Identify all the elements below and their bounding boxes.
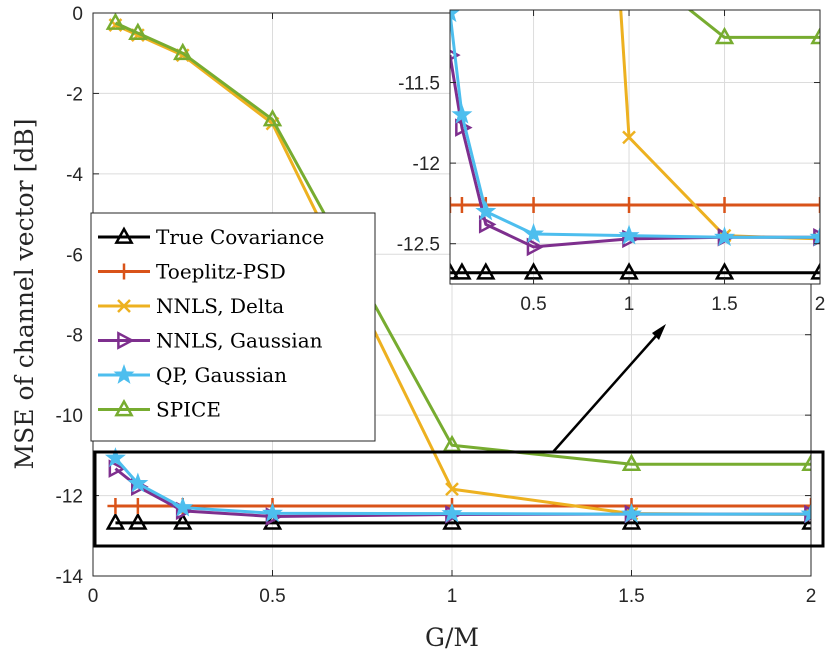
main-marker-4-6 [800, 503, 811, 523]
inset-clipped-series [450, 10, 820, 280]
main-marker-4-2 [172, 496, 194, 517]
main-marker-3-0 [108, 459, 127, 478]
main-ytick-label-7: -14 [56, 567, 84, 588]
y-axis-label: MSE of channel vector [dB] [10, 119, 39, 470]
main-marker-4-3 [262, 502, 283, 523]
inset-ytick-label-1: -12 [413, 154, 440, 175]
main-ytick-label-0: 0 [72, 4, 83, 25]
legend-box [90, 212, 376, 442]
main-ytick-label-1: -2 [66, 84, 83, 105]
zoom-region-box [93, 450, 825, 548]
main-marker-5-1 [128, 22, 148, 40]
inset-marker-1-6 [812, 197, 820, 214]
main-series [104, 13, 811, 530]
inset-xtick-label-3: 2 [815, 294, 826, 315]
main-marker-1-1 [129, 498, 146, 515]
legend-label-0: True Covariance [156, 225, 324, 249]
main-ytick-label-6: -12 [56, 487, 83, 508]
main-xtick-label-0: 0 [88, 586, 99, 607]
inset-ytick-label-2: -12.5 [397, 235, 440, 256]
main-marker-1-0 [107, 498, 124, 515]
inset-marker-0-6 [810, 262, 820, 280]
main-marker-5-2 [173, 42, 193, 61]
main-marker-0-1 [128, 512, 148, 530]
zoom-arrow-head [652, 324, 666, 340]
inset-marker-4-6 [809, 226, 820, 247]
inset-xtick-label-2: 1.5 [711, 294, 737, 315]
inset-marker-0-1 [452, 262, 472, 280]
inset-marker-2-4 [622, 130, 636, 145]
inset-marker-1-5 [716, 197, 733, 214]
main-marker-2-4 [445, 482, 459, 497]
legend-label-2: NNLS, Delta [156, 294, 284, 318]
inset-marker-3-2 [478, 215, 497, 234]
main-xtick-label-2: 1 [447, 586, 458, 607]
main-ytick-label-4: -8 [66, 326, 83, 347]
inset-marker-5-6 [810, 26, 820, 45]
inset-marker-5-5 [714, 26, 735, 45]
main-line-5 [114, 21, 811, 466]
inset-ytick-label-0: -11.5 [398, 74, 440, 95]
main-marker-5-3 [262, 109, 283, 127]
x-axis-label: G/M [425, 623, 479, 652]
inset-marker-3-0 [450, 49, 461, 61]
inset-line-5 [687, 10, 820, 39]
inset-marker-4-3 [523, 223, 545, 243]
inset-marker-1-1 [453, 197, 470, 214]
inset-marker-3-3 [526, 237, 545, 257]
inset-marker-0-2 [476, 262, 496, 280]
inset-marker-0-0 [450, 262, 460, 280]
legend-label-4: QP, Gaussian [156, 363, 287, 387]
legend: True Covariance Toeplitz-PSD NNLS, Delta NN… [90, 212, 376, 442]
legend-marker-2 [117, 299, 131, 313]
main-ytick-label-2: -4 [66, 165, 83, 186]
main-marker-0-0 [105, 512, 126, 530]
main-ytick-label-5: -10 [56, 406, 83, 427]
inset-axes-frame [449, 9, 821, 285]
legend-marker-1 [116, 263, 132, 280]
inset-marker-1-4 [621, 197, 638, 214]
inset-xtick-label-1: 1 [624, 294, 635, 315]
main-marker-5-0 [105, 13, 126, 30]
main-ytick-label-3: -6 [66, 245, 83, 266]
main-xtick-label-3: 1.5 [618, 586, 644, 607]
inset-marker-4-2 [475, 200, 497, 221]
legend-marker-0 [114, 226, 134, 244]
inset-marker-4-4 [618, 224, 640, 245]
legend-label-5: SPICE [156, 398, 221, 422]
main-ticks: 0 0.5 1 1.5 2 0 -2 -4 -6 -8 -10 -12 -14 [56, 4, 817, 607]
main-xtick-label-1: 0.5 [259, 586, 285, 607]
legend-marker-5 [114, 398, 134, 417]
inset-marker-1-3 [525, 197, 542, 214]
inset-xtick-label-0: 0.5 [520, 294, 546, 315]
legend-label-1: Toeplitz-PSD [156, 260, 286, 284]
main-marker-4-4 [441, 502, 463, 523]
main-marker-5-6 [801, 453, 811, 472]
legend-marker-4 [113, 363, 135, 384]
main-xtick-label-4: 2 [806, 586, 817, 607]
main-clipped-series [104, 13, 811, 530]
inset-series [450, 10, 820, 280]
inset-ticks: 0.5 1 1.5 2 -11.5 -12 -12.5 [397, 10, 826, 315]
inset-marker-4-5 [714, 226, 736, 247]
legend-marker-3 [117, 331, 135, 350]
zoom-arrow [552, 335, 657, 453]
main-marker-4-5 [621, 503, 642, 523]
main-marker-4-1 [127, 472, 149, 493]
main-marker-0-2 [173, 512, 193, 530]
legend-label-3: NNLS, Gaussian [156, 329, 323, 353]
main-marker-4-0 [104, 447, 126, 468]
inset-marker-4-1 [451, 103, 473, 124]
main-marker-5-5 [621, 453, 642, 472]
